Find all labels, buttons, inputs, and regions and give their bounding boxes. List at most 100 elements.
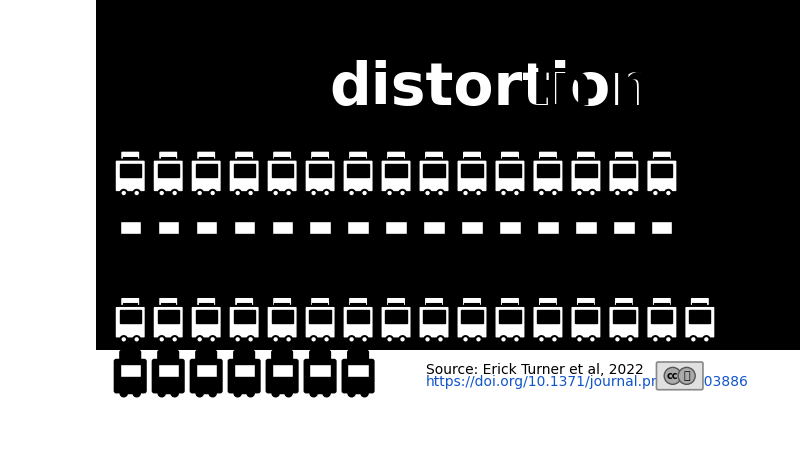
Circle shape	[362, 247, 368, 253]
Bar	[347, 310, 369, 324]
FancyBboxPatch shape	[234, 207, 254, 219]
Bar	[347, 364, 369, 378]
Circle shape	[438, 190, 444, 196]
Bar	[234, 164, 254, 177]
Circle shape	[576, 247, 582, 253]
Circle shape	[538, 336, 545, 342]
Bar	[123, 215, 137, 219]
FancyBboxPatch shape	[538, 151, 558, 162]
Circle shape	[614, 247, 621, 253]
Bar	[538, 164, 558, 177]
Text: Evidence: Evidence	[110, 60, 425, 117]
FancyBboxPatch shape	[457, 216, 487, 249]
Circle shape	[158, 247, 165, 253]
FancyBboxPatch shape	[418, 306, 450, 338]
Circle shape	[197, 190, 203, 196]
FancyBboxPatch shape	[190, 216, 222, 249]
Circle shape	[362, 336, 368, 342]
Bar	[542, 158, 554, 162]
FancyBboxPatch shape	[533, 160, 563, 192]
Bar	[390, 215, 402, 219]
Circle shape	[171, 190, 178, 196]
Bar	[614, 164, 634, 177]
Bar	[158, 364, 179, 378]
Circle shape	[500, 336, 506, 342]
FancyBboxPatch shape	[196, 297, 216, 308]
FancyBboxPatch shape	[120, 351, 140, 362]
Bar	[238, 304, 250, 308]
Circle shape	[500, 247, 506, 253]
Bar	[275, 304, 289, 308]
Circle shape	[399, 190, 406, 196]
FancyBboxPatch shape	[652, 151, 672, 162]
Bar	[351, 304, 365, 308]
Circle shape	[576, 336, 582, 342]
Circle shape	[627, 247, 634, 253]
Circle shape	[589, 336, 596, 342]
FancyBboxPatch shape	[424, 207, 444, 219]
FancyBboxPatch shape	[114, 160, 146, 192]
Circle shape	[589, 247, 596, 253]
FancyBboxPatch shape	[348, 297, 368, 308]
Circle shape	[348, 390, 355, 396]
Bar	[462, 310, 482, 324]
Circle shape	[171, 390, 178, 396]
Bar	[579, 304, 593, 308]
Circle shape	[286, 190, 292, 196]
FancyBboxPatch shape	[728, 297, 748, 308]
Bar	[310, 364, 330, 378]
Bar	[499, 310, 521, 324]
Bar	[386, 221, 406, 234]
FancyBboxPatch shape	[494, 160, 526, 192]
Circle shape	[514, 247, 520, 253]
Bar	[120, 164, 141, 177]
FancyBboxPatch shape	[418, 160, 450, 192]
FancyBboxPatch shape	[305, 160, 336, 192]
Bar	[427, 215, 441, 219]
Bar	[575, 221, 597, 234]
Bar	[271, 364, 293, 378]
FancyBboxPatch shape	[424, 151, 444, 162]
Circle shape	[741, 336, 747, 342]
Bar	[158, 221, 179, 234]
Bar	[618, 158, 630, 162]
Bar	[199, 215, 213, 219]
Bar	[390, 158, 402, 162]
Circle shape	[652, 336, 658, 342]
Bar	[542, 215, 554, 219]
FancyBboxPatch shape	[386, 297, 406, 308]
Circle shape	[247, 247, 254, 253]
Circle shape	[538, 190, 545, 196]
Bar	[503, 304, 517, 308]
Circle shape	[247, 190, 254, 196]
Bar	[466, 158, 478, 162]
Bar	[158, 310, 179, 324]
Bar	[542, 304, 554, 308]
Text: REALITY =>: REALITY =>	[111, 123, 296, 151]
FancyBboxPatch shape	[229, 216, 260, 249]
Circle shape	[310, 190, 317, 196]
Circle shape	[158, 190, 165, 196]
Bar	[234, 364, 254, 378]
FancyBboxPatch shape	[229, 306, 260, 338]
Circle shape	[134, 247, 140, 253]
FancyBboxPatch shape	[652, 207, 672, 219]
Bar	[123, 358, 137, 362]
Bar	[314, 158, 326, 162]
Circle shape	[424, 247, 430, 253]
Bar	[538, 221, 558, 234]
FancyBboxPatch shape	[614, 297, 634, 308]
FancyBboxPatch shape	[494, 216, 526, 249]
Bar	[614, 221, 634, 234]
Circle shape	[386, 190, 393, 196]
Circle shape	[197, 336, 203, 342]
FancyBboxPatch shape	[570, 306, 602, 338]
Circle shape	[728, 336, 734, 342]
FancyBboxPatch shape	[310, 297, 330, 308]
FancyBboxPatch shape	[153, 306, 184, 338]
FancyBboxPatch shape	[609, 216, 639, 249]
FancyBboxPatch shape	[158, 151, 178, 162]
FancyBboxPatch shape	[533, 216, 563, 249]
Text: ⓘ: ⓘ	[683, 371, 690, 381]
Bar	[351, 215, 365, 219]
